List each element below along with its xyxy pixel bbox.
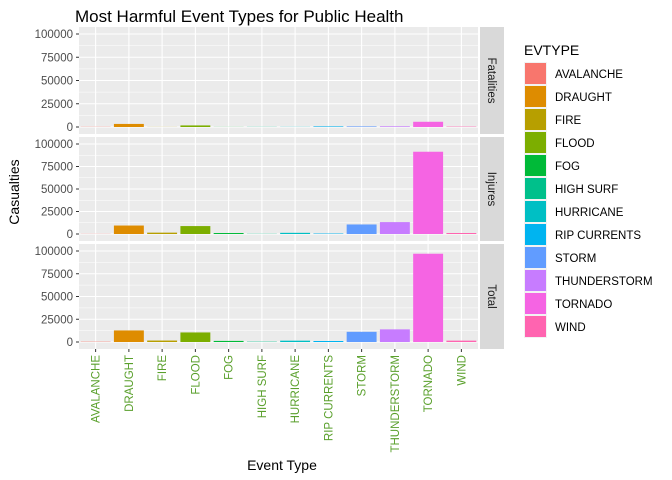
x-tick-label: AVALANCHE [91,355,103,423]
bar-injures-storm [346,224,377,234]
panel-fatalities: 0 25000 50000 75000 100000 Fatalities [35,27,504,134]
legend-key-hurricane [525,201,546,222]
legend-label-high-surf: HIGH SURF [555,184,618,196]
legend-label-flood: FLOOD [555,138,595,150]
chart-title: Most Harmful Event Types for Public Heal… [75,7,404,26]
bar-fatalities-tornado [413,121,444,127]
legend-key-wind [525,316,546,337]
x-axis-title: Event Type [247,457,317,473]
bar-total-fog [213,340,244,342]
x-tick-label: RIP CURRENTS [323,355,335,441]
legend-key-draught [525,86,546,107]
y-axis-title: Casualties [6,159,22,224]
bar-fatalities-draught [113,123,144,127]
legend-label-fog: FOG [555,161,580,173]
legend-key-tornado [525,293,546,314]
x-tick-label: FIRE [157,355,169,382]
plot-panels: 0 25000 50000 75000 100000 Fatalities 0 25000 50… [35,27,504,453]
legend-label-storm: STORM [555,253,596,265]
legend-label-fire: FIRE [555,115,582,127]
bar-fatalities-rip-currents [313,126,344,127]
y-tick-label: 100000 [35,29,73,41]
y-tick-label: 25000 [41,314,73,326]
bar-total-rip-currents [313,340,344,342]
bar-total-fire [147,340,178,342]
y-tick-label: 75000 [41,269,73,281]
y-tick-label: 50000 [41,292,73,304]
y-tick-label: 0 [67,122,73,134]
legend-key-fog [525,155,546,176]
facet-strip-label: Fatalities [485,57,497,103]
x-tick-label: STORM [357,355,369,396]
x-tick-label: THUNDERSTORM [390,355,402,453]
legend-key-rip-currents [525,224,546,245]
x-tick-label: DRAUGHT [124,355,136,412]
legend-key-flood [525,132,546,153]
legend-label-thunderstorm: THUNDERSTORM [555,276,653,288]
y-tick-label: 0 [67,229,73,241]
legend-key-fire [525,109,546,130]
bar-injures-draught [113,225,144,234]
bar-injures-fire [147,232,178,234]
legend-label-draught: DRAUGHT [555,92,612,104]
bar-fatalities-flood [180,125,211,127]
legend: EVTYPE AVALANCHE DRAUGHT FIRE FLOOD FOG HIGH … [524,42,653,338]
x-tick-label: FOG [224,355,236,380]
legend-label-rip-currents: RIP CURRENTS [555,230,641,242]
bar-total-flood [180,332,211,342]
legend-label-wind: WIND [555,322,586,334]
bar-injures-thunderstorm [379,222,410,234]
bar-total-hurricane [280,340,311,342]
facet-strip [480,27,504,134]
x-axis: AVALANCHE DRAUGHT FIRE FLOOD FOG HIGH SURF HUR… [91,349,468,453]
bar-injures-hurricane [280,232,311,234]
y-tick-label: 100000 [35,139,73,151]
x-tick-label: HURRICANE [290,355,302,424]
y-tick-label: 75000 [41,52,73,64]
facet-strip [480,244,504,349]
y-tick-label: 50000 [41,76,73,88]
x-tick-label: WIND [456,355,468,386]
facet-strip-label: Injures [485,172,497,207]
x-tick-label: FLOOD [190,355,202,395]
legend-title: EVTYPE [524,42,579,58]
y-tick-label: 100000 [35,246,73,258]
bar-fatalities-thunderstorm [379,126,410,127]
bar-total-draught [113,330,144,342]
bar-injures-tornado [413,151,444,234]
bar-total-tornado [413,253,444,342]
legend-key-thunderstorm [525,270,546,291]
bar-total-thunderstorm [379,329,410,342]
bar-injures-flood [180,226,211,234]
panel-injures: 0 25000 50000 75000 100000 Injures [35,137,504,241]
bar-injures-fog [213,233,244,234]
bar-total-wind [446,340,477,342]
y-tick-label: 50000 [41,184,73,196]
panel-total: 0 25000 50000 75000 100000 Total [35,244,504,349]
y-tick-label: 25000 [41,99,73,111]
legend-label-tornado: TORNADO [555,299,612,311]
bar-total-storm [346,331,377,342]
y-tick-label: 25000 [41,207,73,219]
legend-label-avalanche: AVALANCHE [555,69,623,81]
y-tick-label: 0 [67,337,73,349]
legend-key-avalanche [525,63,546,84]
facet-strip [480,137,504,241]
facet-strip-label: Total [485,284,497,308]
bar-fatalities-storm [346,126,377,127]
bar-injures-wind [446,233,477,234]
legend-key-high-surf [525,178,546,199]
legend-label-hurricane: HURRICANE [555,207,624,219]
x-tick-label: HIGH SURF [257,355,269,418]
legend-key-storm [525,247,546,268]
y-tick-label: 75000 [41,162,73,174]
x-tick-label: TORNADO [423,355,435,412]
